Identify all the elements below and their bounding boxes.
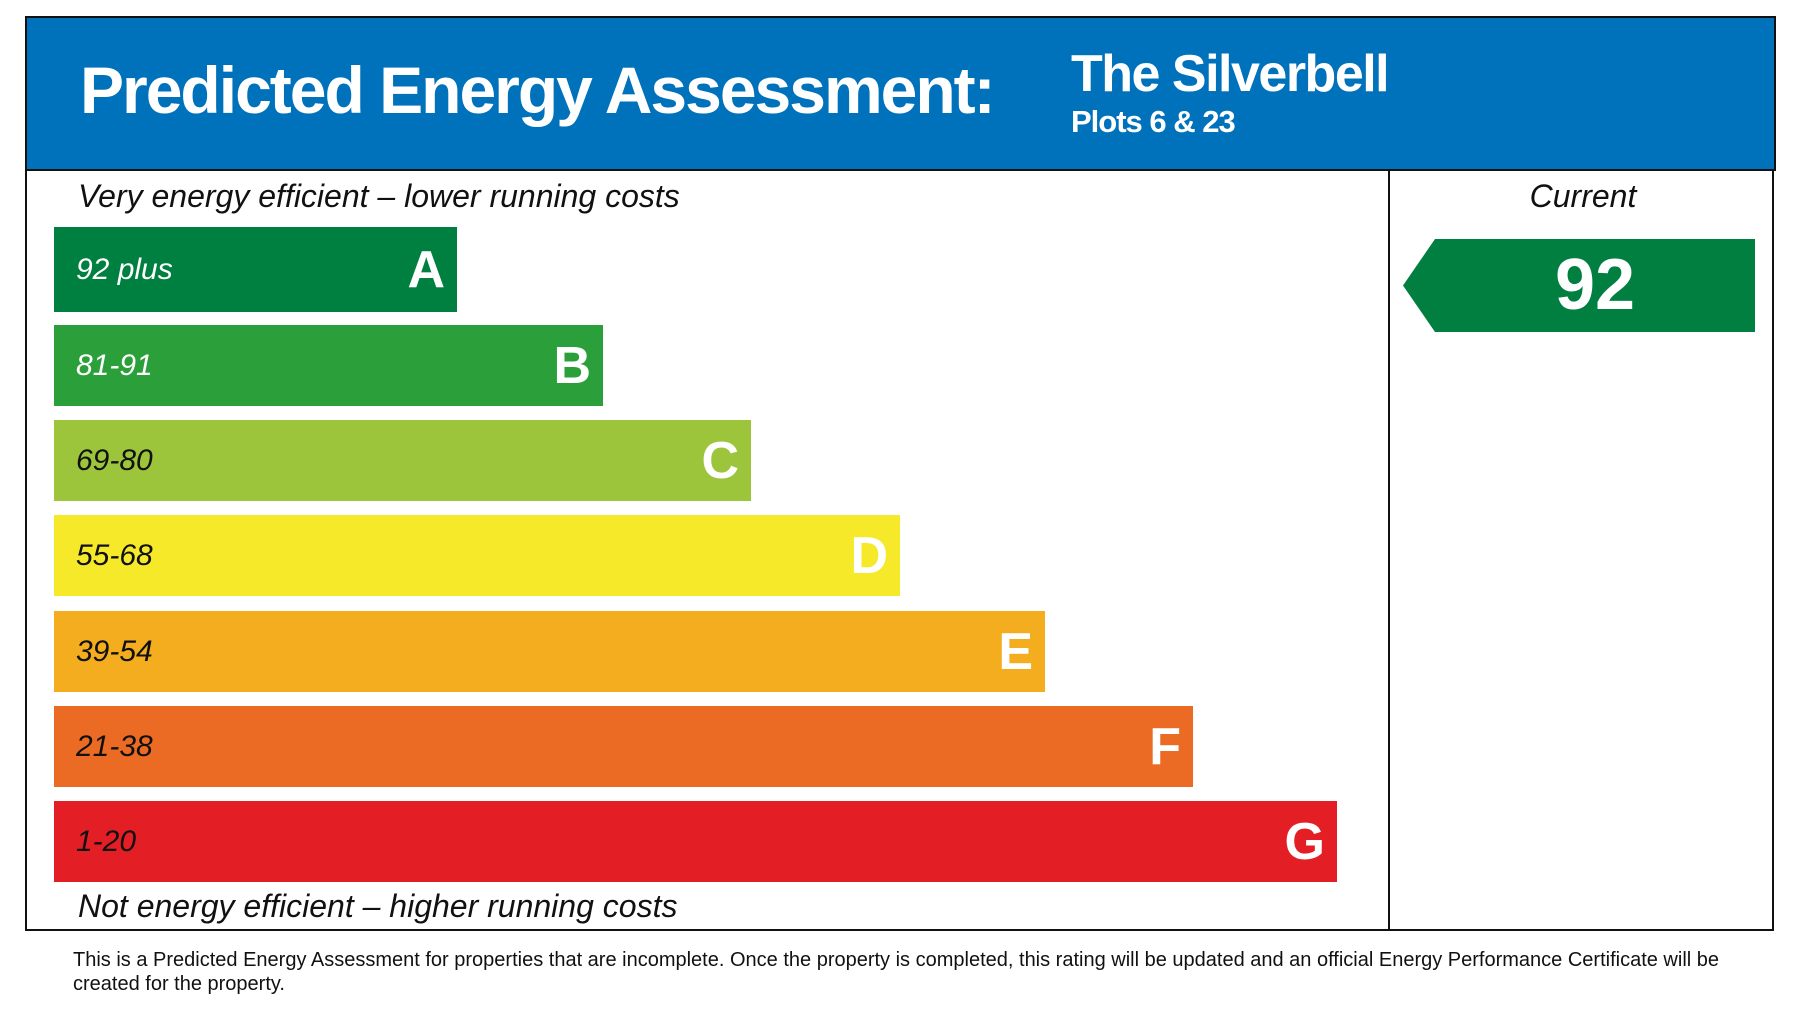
band-d: 55-68 D [54, 515, 900, 596]
band-range: 92 plus [76, 252, 173, 286]
page-title: Predicted Energy Assessment: [80, 53, 996, 127]
band-b: 81-91 B [54, 325, 603, 406]
column-divider [1388, 170, 1390, 931]
band-letter: F [1149, 717, 1181, 776]
band-letter: E [998, 622, 1033, 681]
band-c: 69-80 C [54, 420, 751, 501]
band-a: 92 plus A [54, 227, 457, 312]
band-f: 21-38 F [54, 706, 1193, 787]
arrow-shape [1403, 239, 1755, 332]
band-letter: G [1284, 812, 1325, 871]
band-letter: D [850, 526, 888, 585]
band-letter: B [553, 336, 591, 395]
plots-label: Plots 6 & 23 [1071, 104, 1236, 139]
current-rating-value: 92 [1554, 245, 1636, 325]
current-label: Current [1529, 178, 1637, 214]
band-range: 55-68 [76, 538, 153, 572]
band-e: 39-54 E [54, 611, 1045, 692]
footnote: This is a Predicted Energy Assessment fo… [73, 949, 1720, 995]
band-letter: C [701, 431, 739, 490]
property-name: The Silverbell [1071, 45, 1390, 103]
band-g: 1-20 G [54, 801, 1337, 882]
band-range: 81-91 [76, 348, 153, 382]
band-letter: A [407, 240, 445, 299]
band-range: 1-20 [76, 824, 137, 858]
band-range: 21-38 [76, 729, 153, 763]
top-caption: Very energy efficient – lower running co… [78, 178, 680, 214]
header-banner [25, 16, 1776, 171]
bottom-caption: Not energy efficient – higher running co… [78, 888, 678, 924]
band-range: 39-54 [76, 634, 153, 668]
band-range: 69-80 [76, 443, 153, 477]
current-rating-arrow [1403, 239, 1755, 332]
